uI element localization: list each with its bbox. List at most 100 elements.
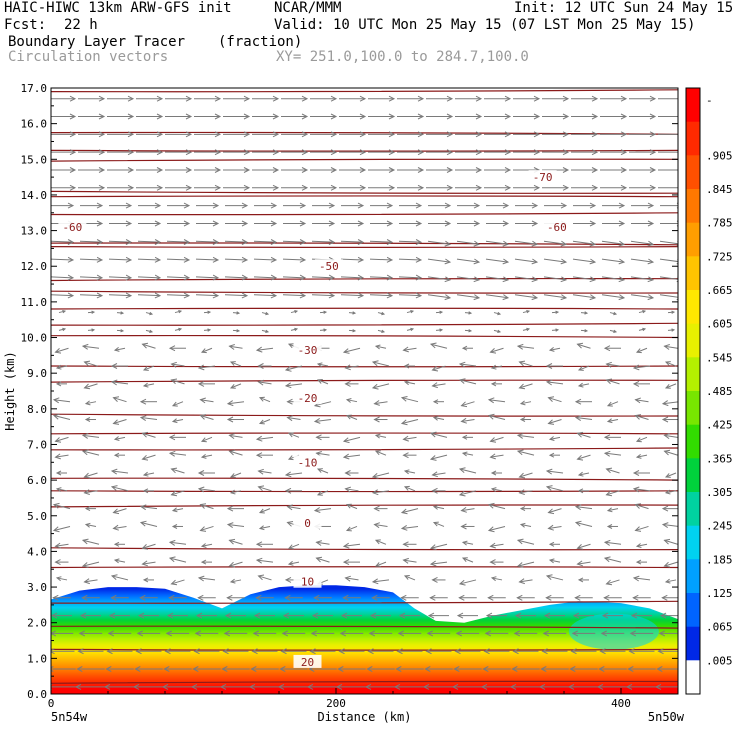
vector-head [606, 401, 613, 407]
vector-head [603, 594, 610, 601]
vector-arrow [373, 522, 388, 529]
vector-head [108, 612, 116, 619]
vector-arrow [484, 149, 512, 156]
vector-head [402, 435, 409, 442]
vector-head [415, 239, 423, 245]
vector-arrow [258, 419, 271, 425]
vector-arrow [435, 328, 444, 332]
vector-head [548, 347, 555, 352]
colorbar-label: .845 [706, 183, 733, 196]
vector-head [613, 329, 618, 333]
vector-shaft [519, 490, 533, 494]
vector-arrow [429, 543, 448, 550]
vector-arrow [253, 292, 278, 299]
vector-arrow [429, 431, 448, 438]
vector-arrow [232, 311, 241, 315]
vector-head [374, 539, 381, 545]
vector-arrow [170, 490, 185, 497]
vector-arrow [223, 131, 251, 138]
vector-head [664, 578, 671, 584]
vector-shaft [517, 345, 535, 349]
vector-head [125, 202, 133, 209]
vector-head [402, 541, 409, 548]
vector-head [178, 327, 183, 332]
vector-arrow [163, 666, 192, 672]
vector-arrow [51, 630, 74, 637]
vector-shaft [403, 347, 417, 351]
model-title: HAIC-HIWC 13km ARW-GFS init [4, 0, 232, 16]
vector-head [127, 113, 135, 120]
vector-shaft [490, 543, 504, 547]
vector-head [258, 508, 265, 514]
vector-shaft [636, 543, 648, 547]
vector-head [142, 488, 149, 494]
vector-arrow [197, 364, 216, 371]
vector-head [369, 612, 377, 619]
vector-arrow [397, 630, 422, 637]
vector-head [127, 95, 135, 102]
vector-arrow [252, 167, 280, 173]
vector-arrow [461, 557, 474, 563]
vector-arrow [427, 612, 449, 619]
vector-arrow [228, 561, 243, 568]
vector-arrow [166, 239, 191, 245]
vector-arrow [422, 683, 454, 690]
vector-head [576, 454, 584, 461]
vector-shaft [346, 399, 358, 403]
isotherm-label: 10 [301, 576, 314, 589]
vector-head [658, 630, 666, 637]
vector-arrow [138, 220, 162, 227]
vector-arrow [377, 329, 386, 333]
vector-head [518, 383, 526, 390]
vector-head [67, 274, 75, 281]
vector-head [664, 361, 671, 366]
vector-head [69, 149, 77, 156]
vector-arrow [107, 149, 135, 156]
vector-head [171, 507, 178, 513]
vector-head [55, 470, 62, 476]
vector-arrow [547, 508, 562, 515]
vector-head [359, 149, 367, 156]
vector-arrow [519, 522, 532, 528]
vector-head [194, 630, 202, 637]
vector-head [446, 167, 454, 173]
vector-head [170, 467, 178, 474]
vector-head [139, 520, 147, 527]
vector-head [98, 149, 106, 156]
vector-head [560, 202, 568, 209]
y-tick-label: 10.0 [21, 332, 48, 345]
vector-arrow [203, 310, 212, 314]
vector-arrow [83, 489, 98, 495]
vector-arrow [81, 538, 100, 545]
vector-arrow [257, 468, 272, 475]
vector-arrow [194, 149, 222, 156]
vector-shaft [404, 470, 416, 474]
vector-arrow [627, 666, 656, 672]
vector-arrow [638, 310, 647, 314]
vector-head [345, 526, 352, 532]
vector-head [84, 522, 91, 528]
vector-head [562, 167, 570, 173]
vector-arrow [310, 184, 338, 191]
vector-head [286, 415, 293, 422]
vector-arrow [635, 543, 648, 548]
vector-shaft [430, 454, 448, 460]
vector-shaft [195, 240, 219, 243]
vector-shaft [55, 454, 69, 458]
vector-head [618, 294, 626, 301]
vector-head [393, 683, 401, 690]
vector-head [460, 506, 467, 513]
vector-head [113, 541, 120, 547]
vector-head [74, 683, 82, 690]
colorbar-label: .005 [706, 654, 733, 667]
colorbar-swatch [686, 660, 700, 695]
vector-shaft [485, 240, 509, 245]
vector-arrow [632, 575, 651, 582]
vector-arrow [110, 594, 129, 601]
vector-head [96, 220, 104, 227]
vector-arrow [283, 202, 307, 209]
vector-shaft [288, 432, 300, 438]
vector-arrow [596, 683, 628, 690]
vector-shaft [316, 557, 330, 563]
vector-head [632, 364, 640, 371]
